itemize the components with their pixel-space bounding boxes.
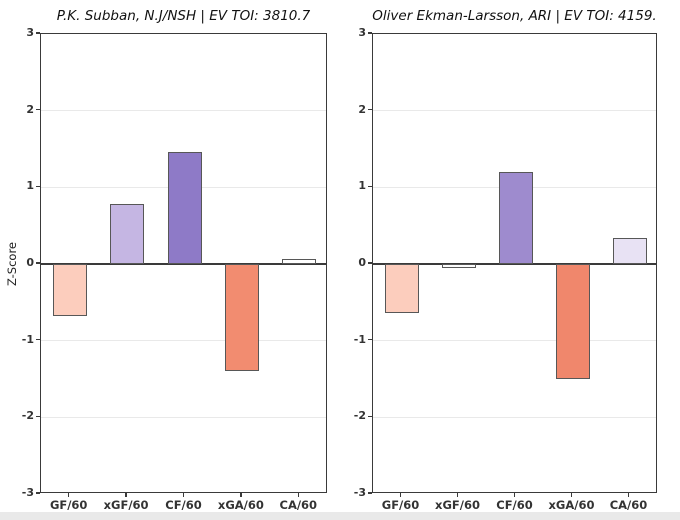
gridline-y--2 [373,416,656,418]
x-tick-label-ca-60: CA/60 [279,498,318,512]
x-tick-label-xga-60: xGA/60 [217,498,264,512]
bar-cf-60 [498,172,533,264]
x-tick-mark [67,493,70,497]
x-tick-label-gf-60: GF/60 [49,498,88,512]
bar-xga-60 [555,264,590,379]
left-panel-title: P.K. Subban, N.J/NSH | EV TOI: 3810.7 [56,8,311,24]
y-tick-mark [368,32,372,34]
bar-gf-60 [52,264,87,317]
y-tick-mark [368,108,372,111]
y-tick-label--1: -1 [353,332,366,346]
x-tick-label-gf-60: GF/60 [381,498,420,512]
x-tick-mark [456,493,459,497]
right-panel-plot-area [372,33,657,493]
bar-cf-60 [167,152,202,264]
y-tick-label-1: 1 [26,179,34,193]
y-tick-label-0: 0 [358,256,366,269]
x-tick-mark [182,493,185,497]
zero-baseline [373,263,656,265]
bar-xgf-60 [110,204,145,264]
gridline-y-2 [373,110,656,112]
bar-xgf-60 [441,264,476,268]
y-tick-label-2: 2 [26,102,34,116]
zero-baseline [41,263,326,265]
x-tick-mark [297,493,300,497]
y-tick-mark [368,415,372,418]
right-panel-title: Oliver Ekman-Larsson, ARI | EV TOI: 4159… [372,8,657,24]
x-tick-mark [627,493,630,497]
y-tick-mark [36,108,40,111]
x-tick-mark [513,493,516,497]
y-tick-label--3: -3 [21,486,34,499]
x-tick-label-xgf-60: xGF/60 [103,498,149,512]
y-tick-mark [36,338,40,341]
y-tick-mark [36,262,40,264]
y-tick-label--2: -2 [21,409,34,423]
y-tick-mark [368,262,372,264]
y-tick-label-2: 2 [358,102,366,116]
bar-gf-60 [384,264,419,314]
y-tick-mark [36,415,40,418]
bar-xga-60 [224,264,259,372]
bar-ca-60 [282,259,317,264]
left-panel-plot-area [40,33,327,493]
x-tick-label-xga-60: xGA/60 [548,498,595,512]
gridline-y--2 [41,416,326,418]
y-tick-mark [368,492,372,494]
y-tick-mark [36,185,40,188]
y-tick-label--1: -1 [21,332,34,346]
y-tick-mark [368,338,372,341]
y-tick-label-1: 1 [358,179,366,193]
x-tick-label-xgf-60: xGF/60 [435,498,480,512]
x-tick-label-ca-60: CA/60 [609,498,648,512]
x-tick-mark [399,493,402,497]
x-tick-mark [240,493,242,497]
y-tick-label--3: -3 [353,486,366,499]
gridline-y--1 [41,340,326,342]
y-tick-mark [36,492,40,494]
y-tick-mark [368,185,372,188]
y-tick-mark [36,32,40,34]
y-tick-label-3: 3 [358,26,366,39]
bar-ca-60 [612,237,647,264]
y-tick-label-3: 3 [26,26,34,39]
x-tick-mark [570,493,573,497]
x-tick-label-cf-60: CF/60 [165,498,202,512]
x-tick-mark [125,493,127,497]
y-tick-label-0: 0 [26,256,34,269]
gridline-y-2 [41,110,326,112]
gridline-y--1 [373,340,656,342]
y-tick-label--2: -2 [353,409,366,423]
x-tick-label-cf-60: CF/60 [496,498,533,512]
screenshot-bottom-edge-strip [0,512,680,520]
